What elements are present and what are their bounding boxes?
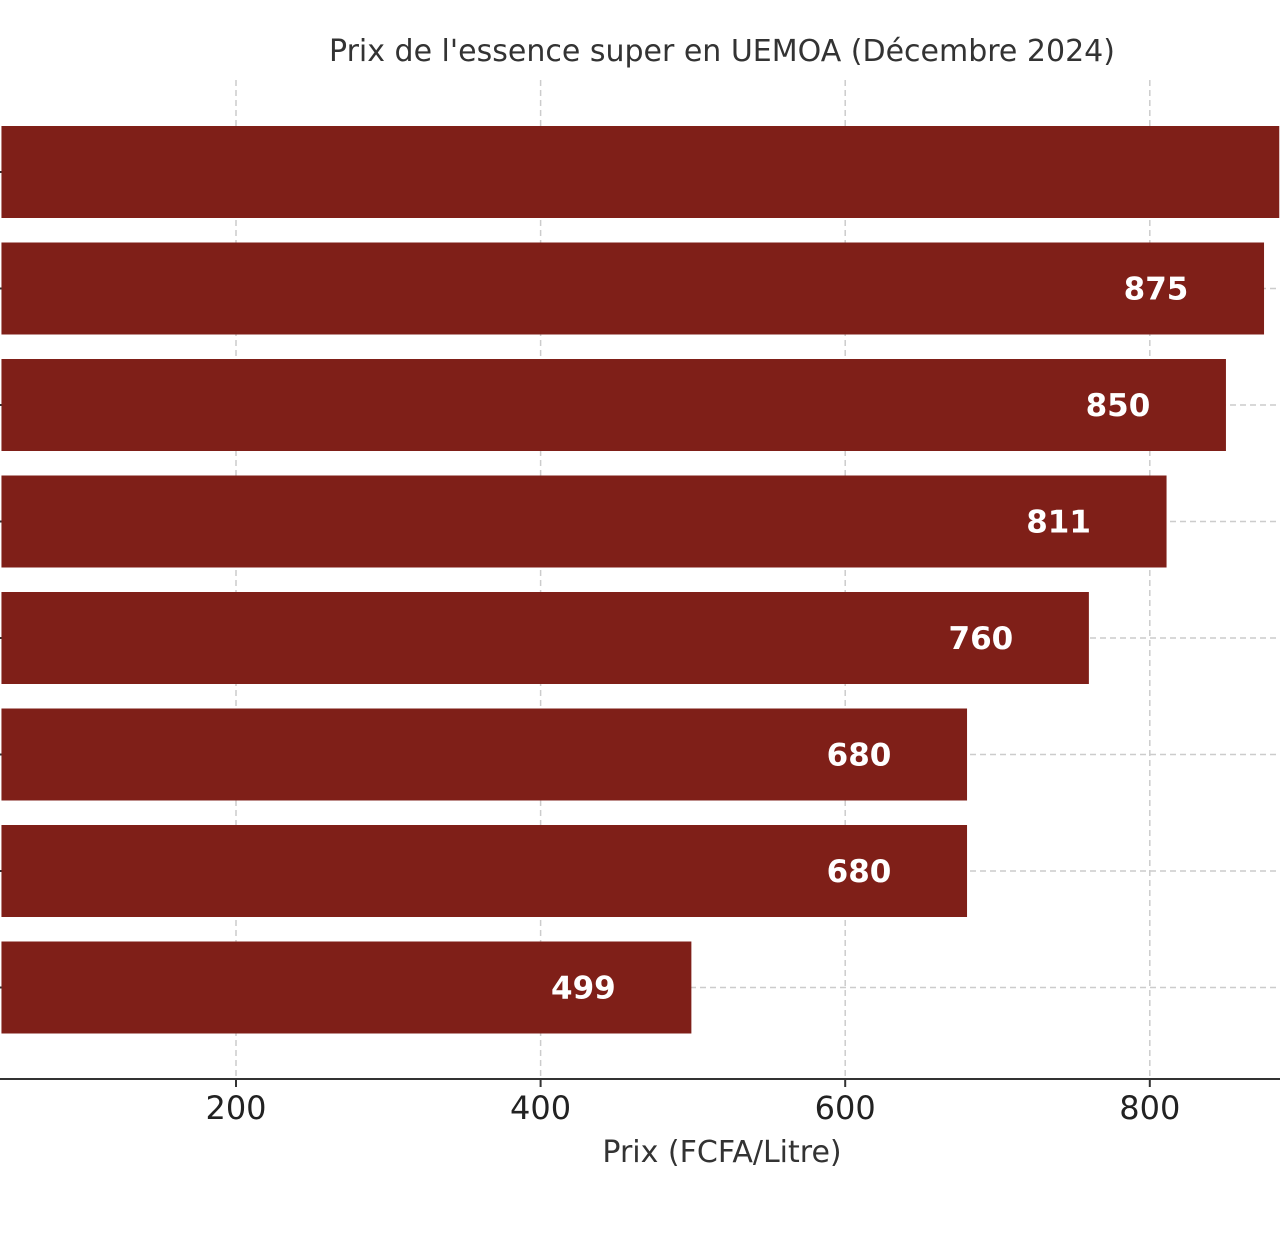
x-tick-label: 800 xyxy=(1119,1089,1180,1127)
bar xyxy=(1,475,1167,568)
bars-layer xyxy=(1,126,1280,1034)
data-label: 680 xyxy=(827,854,892,890)
x-tick-label: 600 xyxy=(815,1089,876,1127)
bar xyxy=(1,941,692,1034)
chart-title: Prix de l'essence super en UEMOA (Décemb… xyxy=(329,34,1115,69)
data-label: 850 xyxy=(1086,388,1151,424)
data-label: 680 xyxy=(827,738,892,774)
data-labels-layer: 875 850 811 760 680 680 499 xyxy=(551,272,1188,1007)
bar xyxy=(1,242,1265,335)
grid-layer xyxy=(0,80,1280,1079)
data-label: 875 xyxy=(1124,272,1189,308)
x-axis-label: Prix (FCFA/Litre) xyxy=(602,1135,841,1170)
x-tick-label: 200 xyxy=(205,1089,266,1127)
bar xyxy=(1,708,968,801)
bar xyxy=(1,126,1280,218)
bar xyxy=(1,825,968,917)
data-label: 760 xyxy=(949,621,1014,657)
x-ticks-layer: 200 400 600 800 xyxy=(205,1079,1180,1127)
bar xyxy=(1,359,1226,451)
x-tick-label: 400 xyxy=(510,1089,571,1127)
data-label: 811 xyxy=(1026,505,1091,541)
bar xyxy=(1,592,1089,684)
data-label: 499 xyxy=(551,971,616,1007)
